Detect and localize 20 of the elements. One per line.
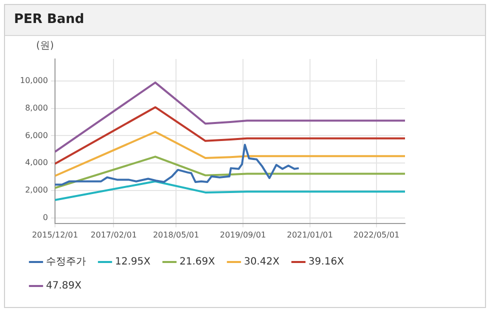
y-tick-label: 10,000: [20, 76, 48, 85]
y-axis-title: (원): [36, 40, 54, 52]
legend-label: 12.95X: [115, 256, 151, 268]
y-tick-label: 8,000: [25, 103, 48, 112]
legend-label: 21.69X: [179, 256, 216, 268]
y-tick-label: 6,000: [25, 130, 48, 140]
x-tick-label: 2019/09/01: [220, 230, 266, 240]
legend-label: 39.16X: [308, 256, 344, 268]
y-tick-label: 4,000: [25, 158, 48, 168]
x-tick-label: 2017/02/01: [90, 230, 137, 240]
chart-title: PER Band: [14, 12, 84, 27]
x-tick-label: 2022/05/01: [353, 230, 400, 240]
legend-label: 수정주가: [46, 256, 86, 268]
x-tick-label: 2021/01/01: [286, 230, 333, 240]
legend-label: 47.89X: [46, 280, 82, 292]
x-tick-label: 2015/12/01: [32, 230, 78, 240]
y-tick-label: 2,000: [25, 186, 48, 195]
y-tick-label: 0: [42, 213, 48, 222]
legend-label: 30.42X: [244, 256, 280, 268]
x-tick-label: 2018/05/01: [152, 230, 200, 240]
